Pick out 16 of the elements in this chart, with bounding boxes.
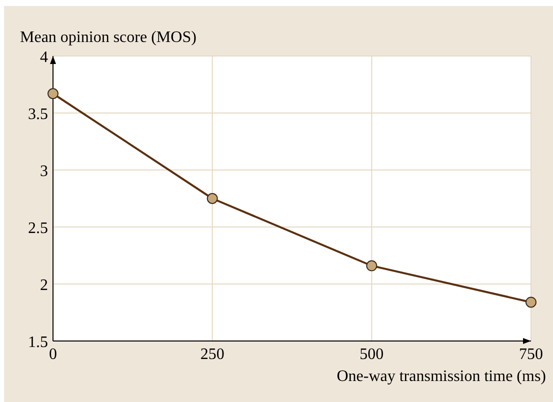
y-tick-label: 2 xyxy=(40,277,48,294)
point xyxy=(206,193,218,204)
y-tick-label: 3 xyxy=(40,163,48,180)
x-tick-label: 250 xyxy=(200,346,224,363)
point xyxy=(48,88,58,100)
point xyxy=(526,296,536,308)
x-tick-label: 750 xyxy=(519,346,543,363)
y-tick-label: 3.5 xyxy=(28,106,48,123)
point xyxy=(366,260,378,272)
x-tick-label: 0 xyxy=(49,346,57,363)
x-axis-title: One-way transmission time (ms) xyxy=(336,368,546,385)
y-axis-title: Mean opinion score (MOS) xyxy=(20,29,196,46)
y-tick-label: 2.5 xyxy=(28,220,48,237)
y-tick-label: 4 xyxy=(40,49,48,66)
x-tick-label: 500 xyxy=(360,346,384,363)
y-tick-label: 1.5 xyxy=(28,334,48,351)
